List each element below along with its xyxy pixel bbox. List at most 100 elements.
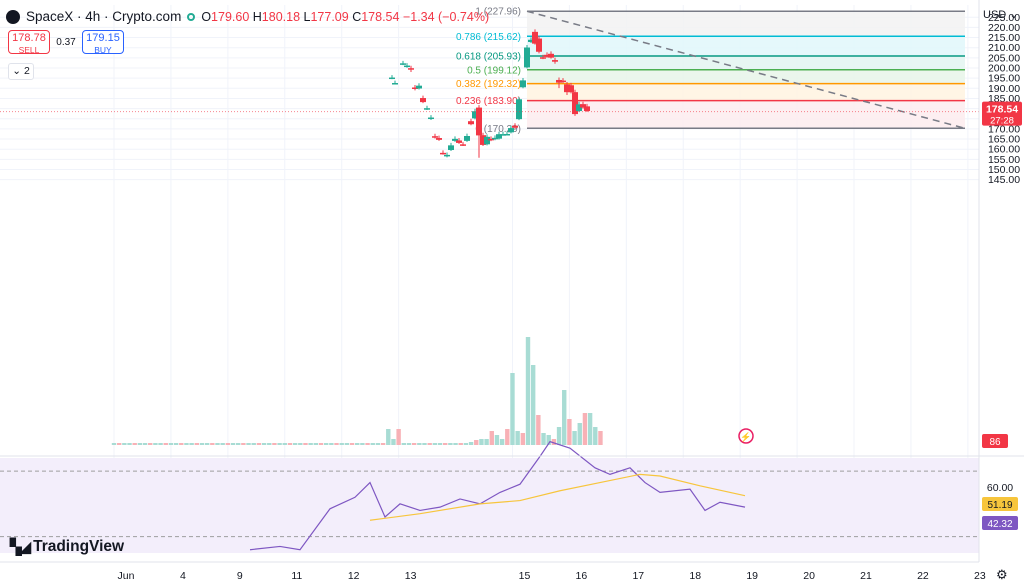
candle[interactable] — [512, 125, 518, 128]
candle[interactable] — [432, 136, 438, 138]
volume-bar — [111, 443, 117, 445]
volume-bar — [298, 443, 303, 445]
volume-bar — [267, 443, 272, 445]
candle[interactable] — [440, 152, 446, 155]
currency-selector[interactable]: USD ⌄ — [983, 9, 1019, 21]
volume-bar — [396, 429, 401, 445]
last-price-label: 178.54 — [986, 104, 1018, 116]
trend-line[interactable] — [526, 10, 966, 130]
candle[interactable] — [488, 138, 494, 141]
price-tick-label: 210.00 — [988, 42, 1020, 54]
candle[interactable] — [468, 121, 474, 125]
ohlc-readout: O179.60 H180.18 L177.09 C178.54 −1.34 (−… — [201, 9, 490, 24]
volume-bar — [308, 443, 313, 445]
candle[interactable] — [572, 92, 578, 115]
volume-bar — [230, 443, 236, 445]
volume-bar — [199, 443, 205, 445]
candle[interactable] — [472, 111, 478, 119]
volume-bar — [453, 443, 458, 445]
candle[interactable] — [548, 53, 554, 58]
candle[interactable] — [452, 138, 458, 141]
volume-bar — [598, 431, 603, 445]
candle[interactable] — [464, 136, 470, 141]
candle[interactable] — [412, 87, 418, 89]
indicators-toggle-button[interactable]: ⌄ 2 — [8, 63, 34, 80]
volume-bar — [204, 443, 210, 445]
lightning-icon[interactable] — [738, 428, 754, 444]
candle[interactable] — [424, 108, 430, 110]
volume-bar — [401, 443, 406, 445]
candle[interactable] — [476, 107, 482, 136]
candle[interactable] — [528, 39, 534, 43]
candle[interactable] — [389, 77, 395, 80]
fib-level-label: 0.382 (192.32) — [456, 79, 521, 90]
candle[interactable] — [524, 47, 530, 68]
candle[interactable] — [552, 60, 558, 62]
candle[interactable] — [556, 79, 562, 83]
volume-bar — [127, 443, 132, 445]
candle[interactable] — [536, 38, 542, 52]
candle[interactable] — [500, 134, 506, 136]
candle[interactable] — [496, 134, 502, 139]
time-tick-label: 11 — [291, 570, 302, 582]
rsi-badge — [982, 516, 1018, 530]
rsi-label: 42.32 — [987, 519, 1012, 530]
price-tick-label: 195.00 — [988, 73, 1020, 85]
candle[interactable] — [516, 99, 522, 120]
candle[interactable] — [416, 85, 422, 89]
candle[interactable] — [568, 85, 574, 93]
tradingview-logo[interactable]: ▚◢ TradingView — [10, 538, 125, 556]
change-readout: −1.34 (−0.74%) — [402, 9, 490, 24]
candle[interactable] — [404, 65, 410, 68]
volume-bar — [365, 443, 370, 445]
candle[interactable] — [564, 84, 570, 93]
fib-level-label: 0.5 (199.12) — [467, 65, 521, 76]
volume-bar — [339, 443, 344, 445]
candle[interactable] — [460, 144, 466, 146]
candle[interactable] — [492, 137, 498, 140]
candle[interactable] — [508, 128, 514, 133]
volume-bar — [173, 443, 179, 445]
candle[interactable] — [408, 68, 414, 70]
gear-icon[interactable]: ⚙ — [996, 567, 1008, 582]
time-tick-label: 12 — [348, 570, 360, 582]
volume-bar — [541, 433, 546, 445]
candle[interactable] — [532, 31, 538, 44]
volume-bar — [168, 443, 174, 445]
volume-bar — [484, 439, 489, 445]
candle[interactable] — [540, 57, 546, 59]
candle[interactable] — [392, 83, 398, 85]
buy-button[interactable]: 179.15 BUY — [82, 30, 124, 55]
candle[interactable] — [400, 63, 406, 65]
symbol-header: SpaceX · 4h · Crypto.com O179.60 H180.18… — [6, 9, 489, 24]
candle[interactable] — [420, 98, 426, 103]
candle[interactable] — [484, 136, 490, 145]
candle[interactable] — [504, 133, 510, 136]
candle[interactable] — [448, 145, 454, 151]
candle[interactable] — [560, 80, 566, 83]
candle[interactable] — [480, 135, 486, 145]
fib-zone — [527, 100, 965, 129]
candle[interactable] — [584, 106, 590, 112]
candle[interactable] — [520, 80, 526, 88]
sell-button[interactable]: 178.78 SELL — [8, 30, 50, 55]
candle[interactable] — [456, 140, 462, 143]
rsi-background — [0, 458, 979, 553]
volume-bar — [406, 443, 412, 445]
candle[interactable] — [576, 104, 582, 112]
candle[interactable] — [444, 154, 450, 157]
symbol-title[interactable]: SpaceX · 4h · Crypto.com — [26, 9, 182, 24]
volume-bar — [318, 443, 324, 445]
fib-level-label: 0.618 (205.93) — [456, 51, 521, 62]
candle[interactable] — [428, 117, 434, 120]
price-tick-label: 145.00 — [988, 174, 1020, 186]
price-tick-label: 205.00 — [988, 52, 1020, 64]
volume-bar — [546, 435, 551, 445]
candle[interactable] — [544, 54, 550, 57]
volume-bar — [530, 365, 536, 445]
candle[interactable] — [436, 138, 442, 140]
volume-bar — [375, 443, 381, 445]
fib-zone — [527, 55, 965, 70]
candle[interactable] — [580, 104, 586, 108]
